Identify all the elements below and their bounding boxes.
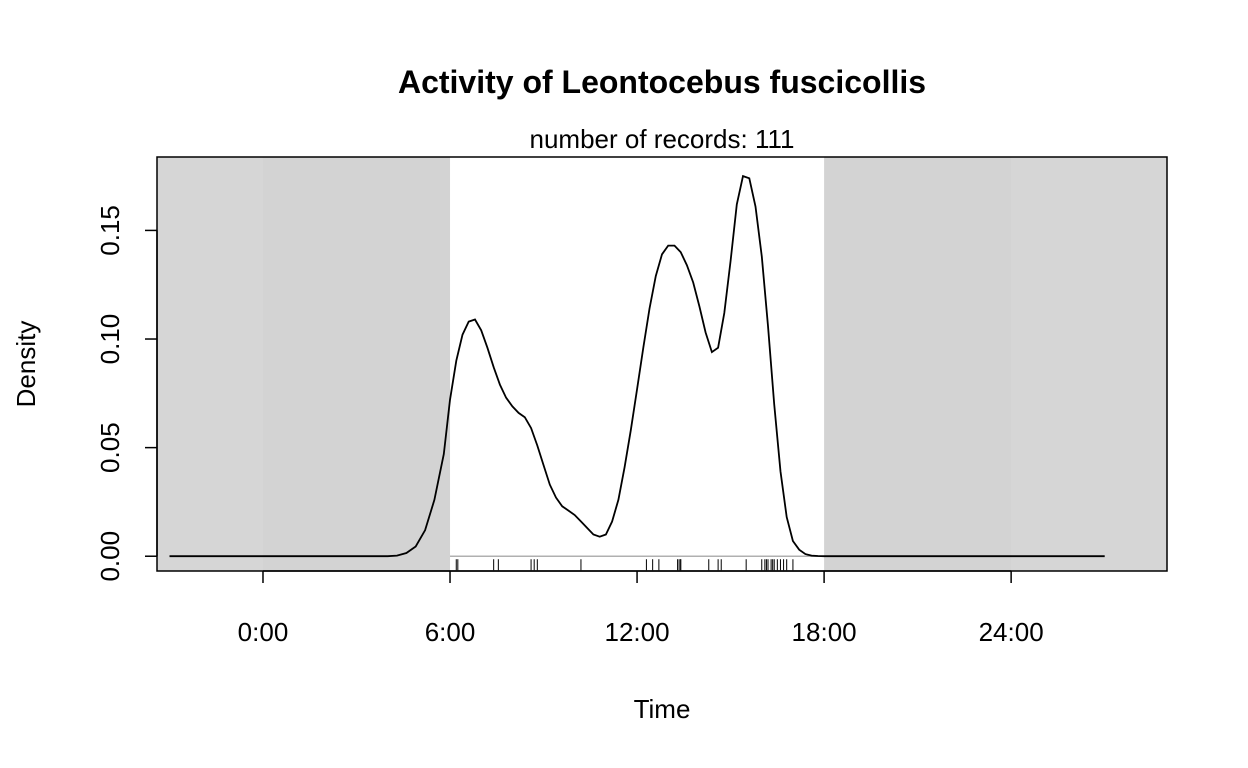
x-tick-label: 6:00 [425,617,476,647]
repeat-shade-right [1011,157,1167,571]
x-tick-label: 18:00 [792,617,857,647]
chart-subtitle: number of records: 111 [530,124,795,154]
repeat-shade-left [157,157,263,571]
x-tick-label: 12:00 [605,617,670,647]
rug-ticks [455,559,794,571]
x-tick-label: 0:00 [238,617,289,647]
y-tick-label: 0.00 [95,531,125,582]
y-axis: 0.00 0.05 0.10 0.15 [95,205,158,582]
y-tick-label: 0.10 [95,314,125,365]
x-axis-label: Time [634,694,691,724]
chart-title: Activity of Leontocebus fuscicollis [398,64,926,100]
x-axis: 0:00 6:00 12:00 18:00 24:00 [238,570,1044,647]
y-tick-label: 0.05 [95,422,125,473]
y-tick-label: 0.15 [95,205,125,256]
density-curve [169,174,1105,558]
x-tick-label: 24:00 [979,617,1044,647]
y-axis-label: Density [11,321,41,408]
